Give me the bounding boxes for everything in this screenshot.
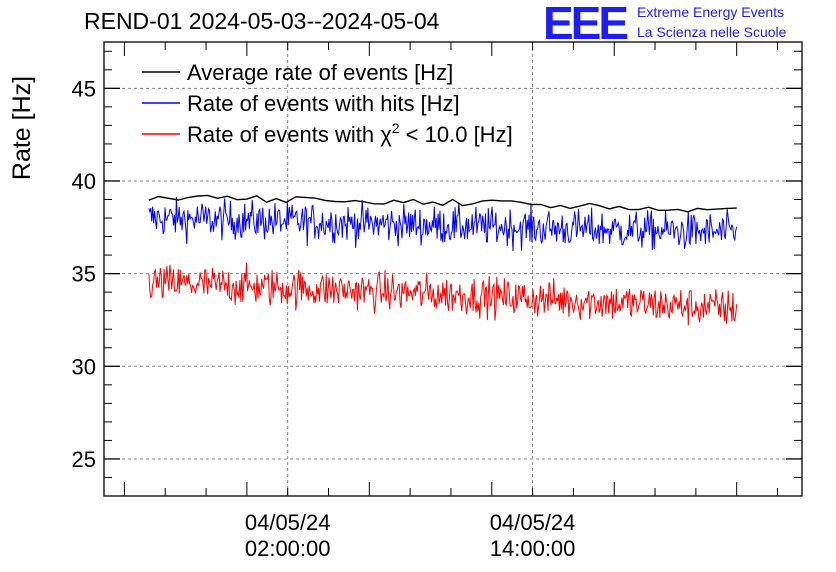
- axis-ticks: 253035404504/05/2402:00:0004/05/2414:00:…: [72, 42, 802, 561]
- x-tick-date: 04/05/24: [490, 510, 576, 535]
- plot-frame: [103, 41, 803, 497]
- chart-title: REND-01 2024-05-03--2024-05-04: [84, 8, 440, 34]
- legend-label-hits: Rate of events with hits [Hz]: [187, 91, 460, 116]
- y-tick-label: 30: [72, 354, 96, 379]
- y-tick-label: 45: [72, 76, 96, 101]
- brand-line-2: La Scienza nelle Scuole: [637, 24, 787, 40]
- y-axis-label: Rate [Hz]: [8, 76, 36, 180]
- x-tick-time: 14:00:00: [490, 536, 576, 561]
- legend: Average rate of events [Hz] Rate of even…: [142, 60, 513, 147]
- series-line-chi2: [148, 262, 738, 326]
- y-tick-label: 35: [72, 262, 96, 287]
- series-line-average: [148, 194, 737, 213]
- brand-line-1: Extreme Energy Events: [637, 4, 785, 20]
- series-layer: [148, 194, 738, 326]
- y-tick-label: 40: [72, 169, 96, 194]
- legend-label-avg: Average rate of events [Hz]: [187, 60, 453, 85]
- x-tick-time: 02:00:00: [245, 536, 331, 561]
- y-tick-label: 25: [72, 447, 96, 472]
- series-line-hits: [148, 196, 738, 252]
- grid-lines: [104, 42, 802, 496]
- x-tick-date: 04/05/24: [245, 510, 331, 535]
- legend-label-chi2: Rate of events with χ2 < 10.0 [Hz]: [187, 120, 513, 147]
- eee-logo: EEE: [543, 0, 629, 49]
